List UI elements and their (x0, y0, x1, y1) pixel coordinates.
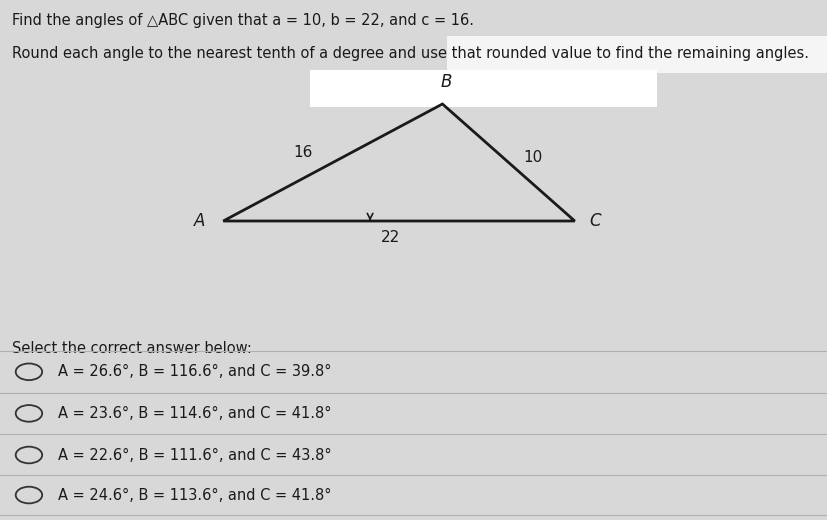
Text: A = 24.6°, B = 113.6°, and C = 41.8°: A = 24.6°, B = 113.6°, and C = 41.8° (58, 488, 332, 502)
Text: A: A (194, 212, 205, 230)
Text: 10: 10 (523, 150, 543, 165)
Text: Round each angle to the nearest tenth of a degree and use that rounded value to : Round each angle to the nearest tenth of… (12, 46, 810, 61)
Text: A = 22.6°, B = 111.6°, and C = 43.8°: A = 22.6°, B = 111.6°, and C = 43.8° (58, 448, 332, 462)
Text: C: C (590, 212, 601, 230)
Text: B: B (441, 73, 452, 91)
Text: 22: 22 (380, 230, 400, 245)
Text: Find the angles of △ABC given that a = 10, b = 22, and c = 16.: Find the angles of △ABC given that a = 1… (12, 13, 475, 28)
Text: Select the correct answer below:: Select the correct answer below: (12, 341, 252, 356)
FancyBboxPatch shape (310, 70, 657, 107)
Text: A = 23.6°, B = 114.6°, and C = 41.8°: A = 23.6°, B = 114.6°, and C = 41.8° (58, 406, 332, 421)
Text: A = 26.6°, B = 116.6°, and C = 39.8°: A = 26.6°, B = 116.6°, and C = 39.8° (58, 365, 332, 379)
Text: 16: 16 (293, 145, 313, 160)
FancyBboxPatch shape (447, 36, 827, 73)
